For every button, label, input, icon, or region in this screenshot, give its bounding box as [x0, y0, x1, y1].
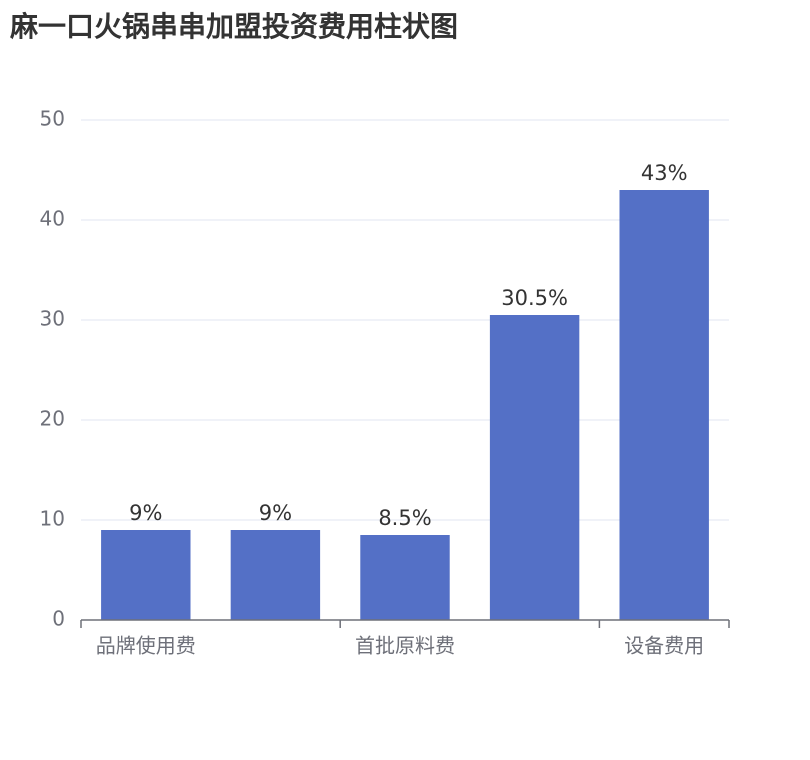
bar	[230, 530, 321, 620]
value-label: 9%	[129, 501, 162, 525]
x-tick-label: 品牌使用费	[96, 634, 196, 658]
y-tick-label: 30	[40, 307, 65, 331]
y-tick-label: 20	[40, 407, 65, 431]
y-tick-label: 10	[40, 507, 65, 531]
chart-title: 麻一口火锅串串加盟投资费用柱状图	[10, 10, 458, 43]
x-tick-label: 首批原料费	[355, 634, 455, 658]
value-label: 30.5%	[501, 286, 568, 310]
y-tick-label: 50	[40, 107, 65, 131]
bar	[101, 530, 191, 620]
y-tick-label: 0	[52, 607, 65, 631]
bar	[360, 535, 450, 620]
value-label: 9%	[259, 501, 292, 525]
value-label: 43%	[641, 161, 688, 185]
x-tick-label: 设备费用	[624, 634, 704, 658]
bar	[619, 190, 709, 620]
bar	[489, 315, 580, 620]
value-label: 8.5%	[378, 506, 431, 530]
y-tick-label: 40	[40, 207, 65, 231]
